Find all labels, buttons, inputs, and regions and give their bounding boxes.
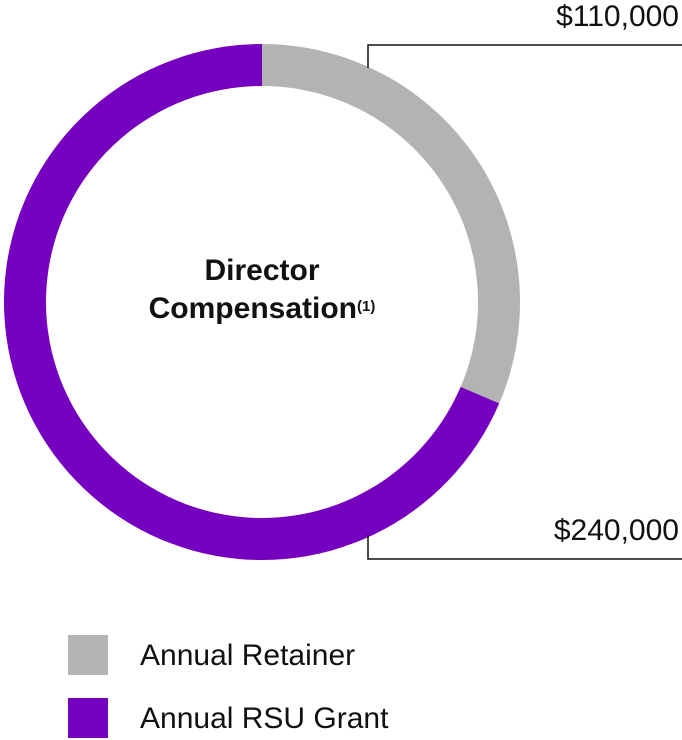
value-label: $110,000: [556, 0, 679, 33]
chart-title: Director Compensation: [148, 254, 357, 325]
legend-swatch: [68, 698, 108, 738]
title-note: (1): [357, 298, 376, 315]
leader-line: [367, 44, 682, 68]
donut-segment: [262, 44, 520, 404]
leader-line: [367, 535, 682, 560]
legend-label: Annual Retainer: [140, 639, 355, 672]
legend-label: Annual RSU Grant: [140, 702, 389, 735]
chart-title-block: Director Compensation(1): [132, 252, 392, 328]
value-label: $240,000: [554, 514, 679, 547]
legend-swatch: [68, 635, 108, 675]
